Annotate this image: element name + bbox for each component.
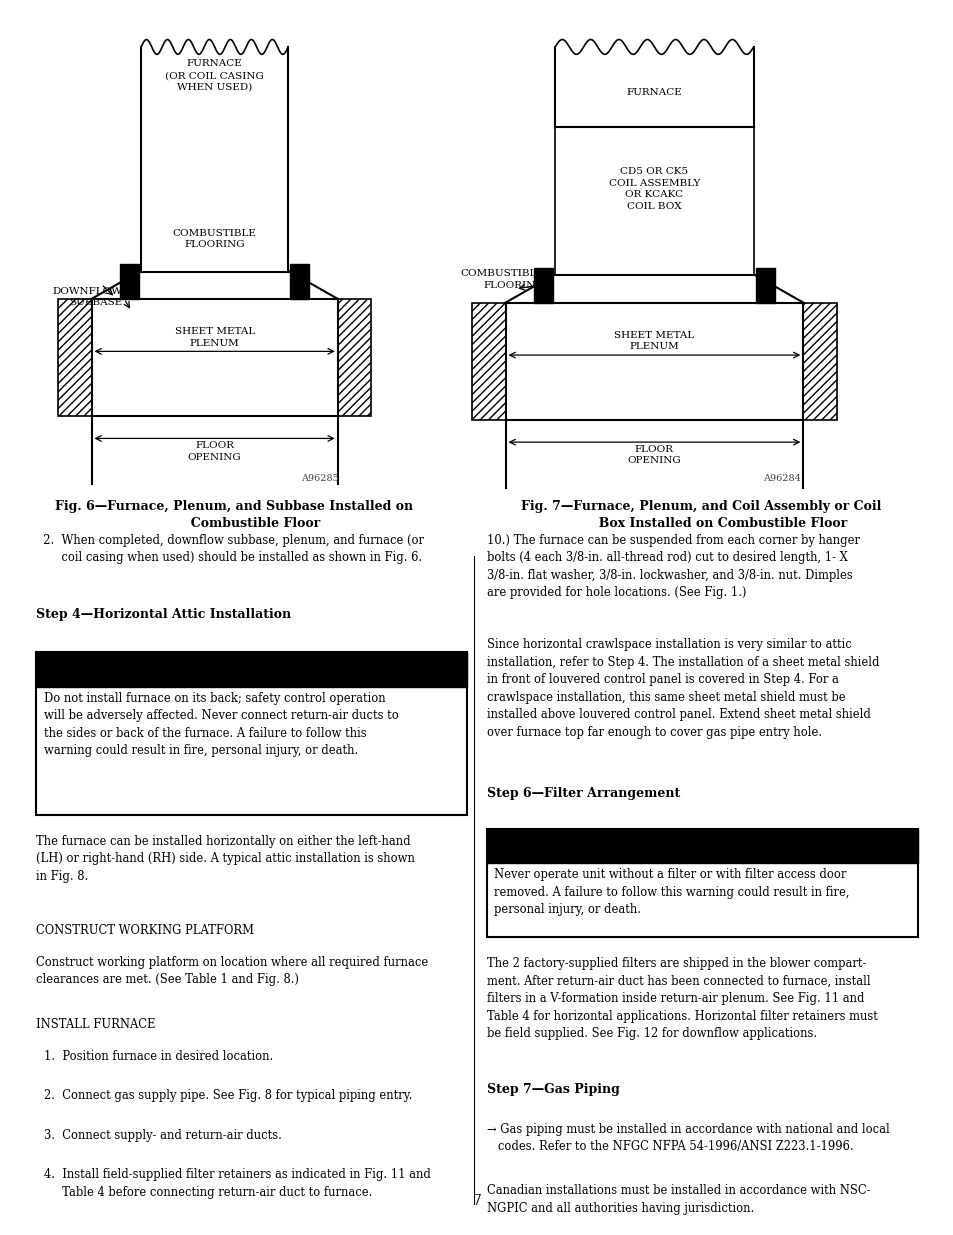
- Bar: [36, 652, 467, 815]
- Bar: [802, 303, 836, 420]
- Text: Do not install furnace on its back; safety control operation
will be adversely a: Do not install furnace on its back; safe…: [44, 692, 398, 757]
- Text: Never operate unit without a filter or with filter access door
removed. A failur: Never operate unit without a filter or w…: [494, 868, 849, 916]
- Bar: [486, 829, 917, 937]
- Text: 4.  Install field-supplied filter retainers as indicated in Fig. 11 and
     Tab: 4. Install field-supplied filter retaine…: [44, 1168, 431, 1199]
- Text: 7: 7: [472, 1194, 481, 1208]
- Bar: [120, 264, 139, 299]
- Text: Canadian installations must be installed in accordance with NSC-
NGPIC and all a: Canadian installations must be installed…: [486, 1184, 869, 1215]
- Text: Step 7—Gas Piping: Step 7—Gas Piping: [486, 1083, 618, 1097]
- Text: DOWNFLOW
SUBBASE: DOWNFLOW SUBBASE: [52, 287, 122, 308]
- Text: → Gas piping must be installed in accordance with national and local
   codes. R: → Gas piping must be installed in accord…: [486, 1123, 888, 1153]
- Text: COMBUSTIBLE
FLOORING: COMBUSTIBLE FLOORING: [172, 228, 256, 249]
- Text: 10.) The furnace can be suspended from each corner by hanger
bolts (4 each 3/8-i: 10.) The furnace can be suspended from e…: [486, 534, 859, 599]
- Text: SHEET METAL
PLENUM: SHEET METAL PLENUM: [614, 331, 694, 351]
- Text: 3.  Connect supply- and return-air ducts.: 3. Connect supply- and return-air ducts.: [44, 1129, 281, 1142]
- Text: CD5 OR CK5
COIL ASSEMBLY
OR KCAKC
COIL BOX: CD5 OR CK5 COIL ASSEMBLY OR KCAKC COIL B…: [608, 167, 700, 211]
- Text: FLOOR
OPENING: FLOOR OPENING: [627, 445, 680, 466]
- Text: INSTALL FURNACE: INSTALL FURNACE: [36, 1018, 155, 1031]
- Text: Step 6—Filter Arrangement: Step 6—Filter Arrangement: [486, 787, 679, 800]
- Bar: [555, 127, 753, 275]
- Text: 2.  Connect gas supply pipe. See Fig. 8 for typical piping entry.: 2. Connect gas supply pipe. See Fig. 8 f…: [44, 1089, 412, 1103]
- Text: ⚠  WARNING: ⚠ WARNING: [644, 831, 759, 848]
- Bar: [472, 303, 505, 420]
- Bar: [337, 299, 371, 416]
- Bar: [58, 299, 91, 416]
- Text: A96285: A96285: [300, 474, 338, 483]
- Text: FURNACE
(OR COIL CASING
WHEN USED): FURNACE (OR COIL CASING WHEN USED): [165, 59, 264, 91]
- Text: 2.  When completed, downflow subbase, plenum, and furnace (or
       coil casing: 2. When completed, downflow subbase, ple…: [36, 534, 424, 564]
- Bar: [486, 829, 917, 863]
- Text: FLOOR
OPENING: FLOOR OPENING: [188, 441, 241, 462]
- Text: The furnace can be installed horizontally on either the left-hand
(LH) or right-: The furnace can be installed horizontall…: [36, 835, 415, 883]
- Text: ⚠  WARNING: ⚠ WARNING: [194, 655, 309, 672]
- Text: The 2 factory-supplied filters are shipped in the blower compart-
ment. After re: The 2 factory-supplied filters are shipp…: [486, 957, 877, 1040]
- Text: SHEET METAL
PLENUM: SHEET METAL PLENUM: [174, 327, 254, 348]
- Text: A96284: A96284: [762, 474, 801, 483]
- Bar: [290, 264, 309, 299]
- Bar: [755, 268, 774, 303]
- Text: COMBUSTIBLE
FLOORING: COMBUSTIBLE FLOORING: [459, 269, 543, 289]
- Text: CONSTRUCT WORKING PLATFORM: CONSTRUCT WORKING PLATFORM: [36, 924, 254, 937]
- Text: FURNACE: FURNACE: [626, 88, 681, 98]
- Text: 1.  Position furnace in desired location.: 1. Position furnace in desired location.: [44, 1050, 273, 1063]
- Text: Construct working platform on location where all required furnace
clearances are: Construct working platform on location w…: [36, 956, 428, 987]
- Text: Step 4—Horizontal Attic Installation: Step 4—Horizontal Attic Installation: [36, 608, 291, 621]
- Text: Fig. 6—Furnace, Plenum, and Subbase Installed on
          Combustible Floor: Fig. 6—Furnace, Plenum, and Subbase Inst…: [54, 500, 413, 530]
- Bar: [36, 652, 467, 687]
- Text: Fig. 7—Furnace, Plenum, and Coil Assembly or Coil
          Box Installed on Com: Fig. 7—Furnace, Plenum, and Coil Assembl…: [520, 500, 881, 530]
- Bar: [534, 268, 553, 303]
- Text: Since horizontal crawlspace installation is very similar to attic
installation, : Since horizontal crawlspace installation…: [486, 638, 878, 739]
